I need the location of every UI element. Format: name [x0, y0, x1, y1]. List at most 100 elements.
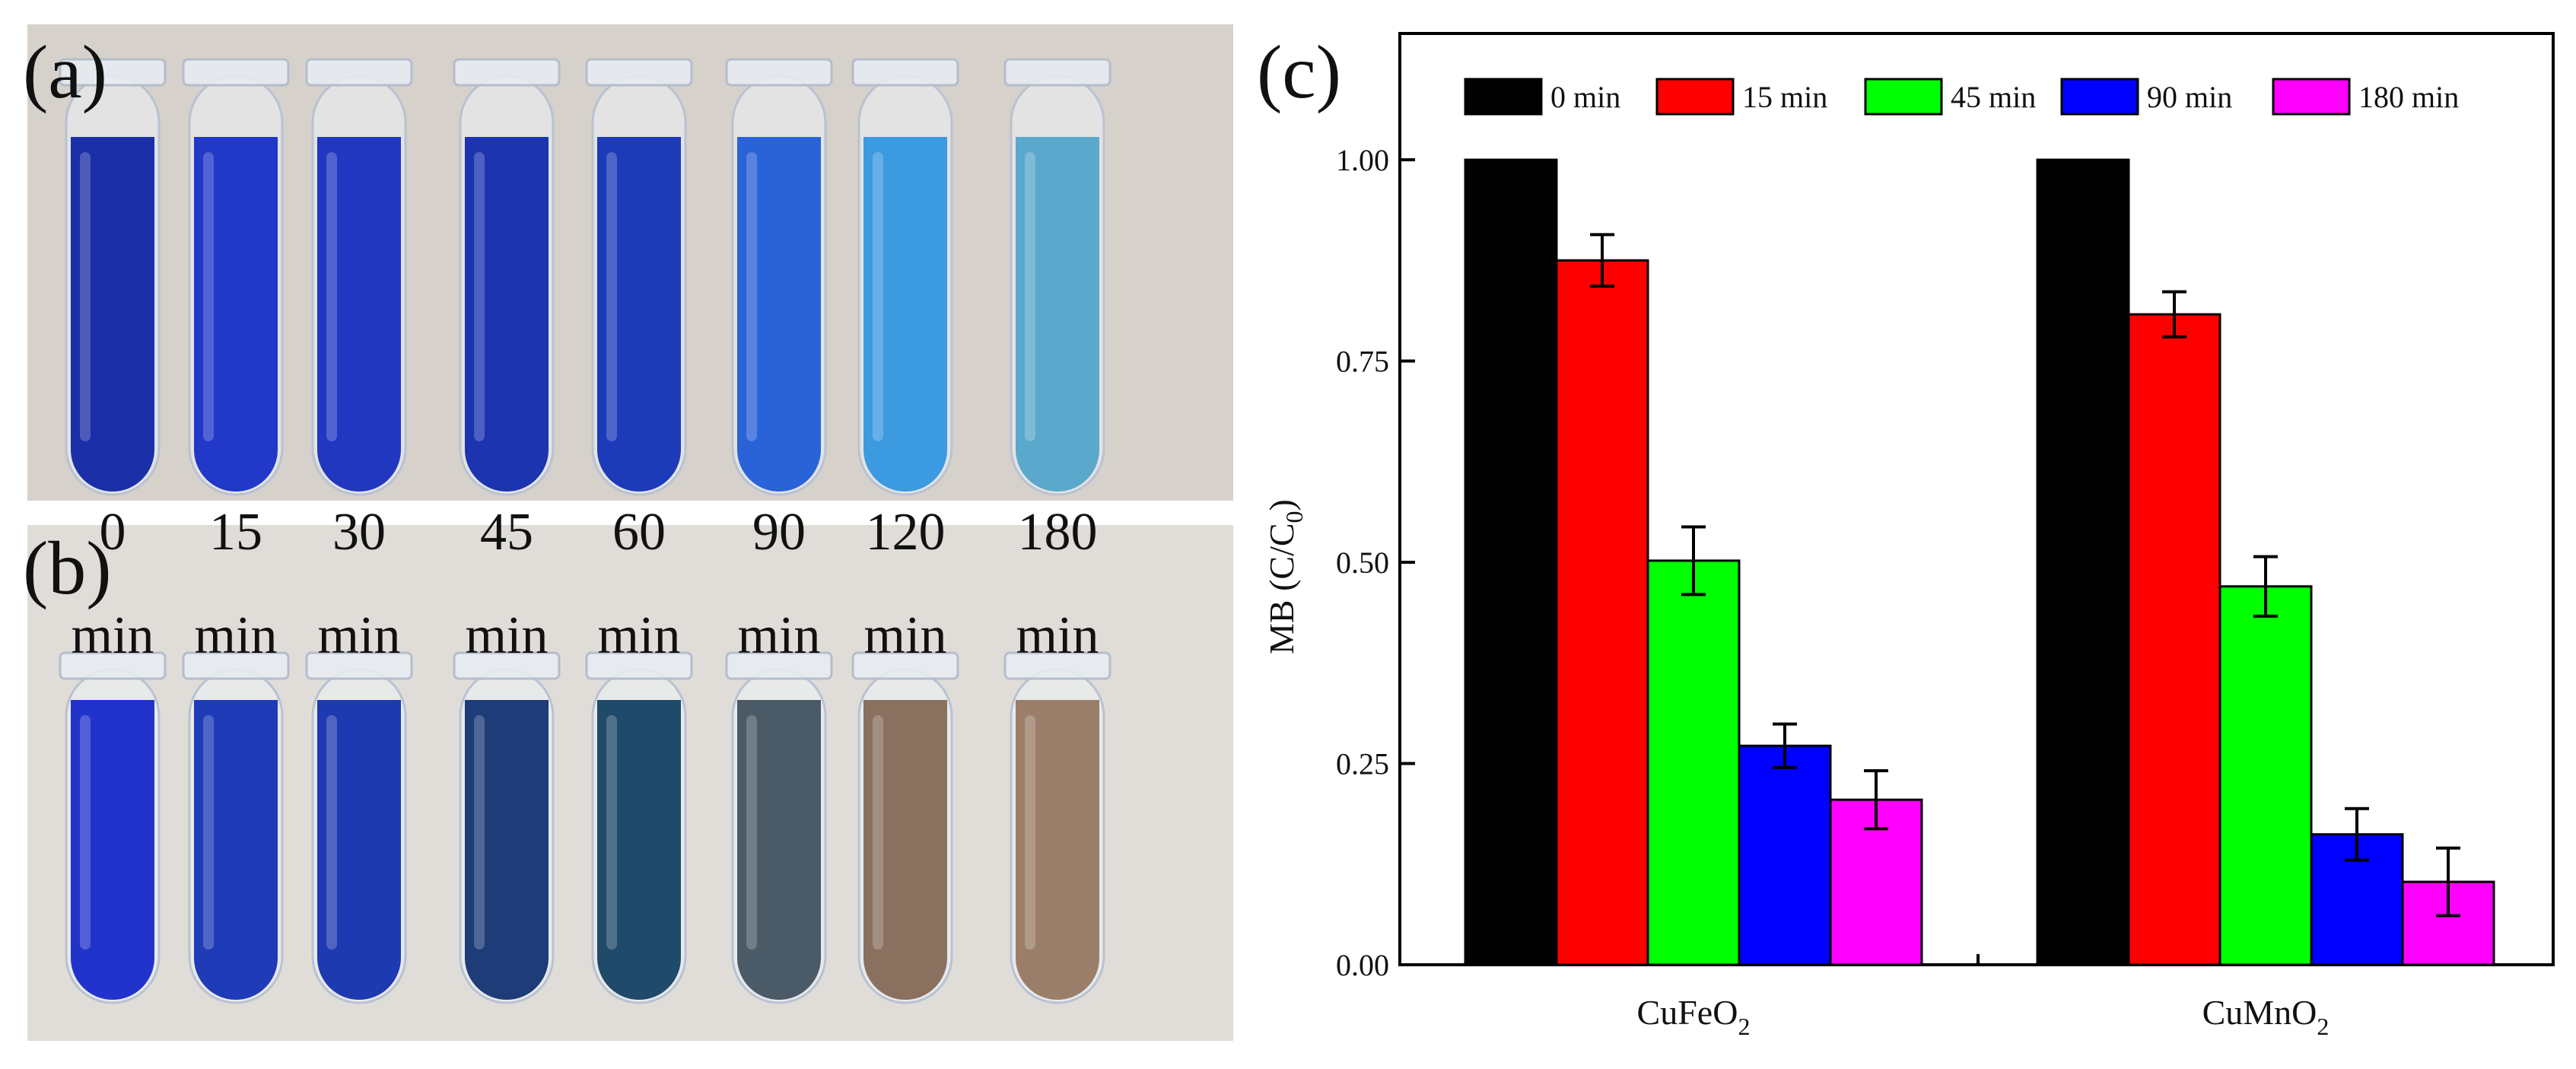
error-bar — [2162, 290, 2186, 339]
a-tube-highlight — [474, 152, 485, 441]
b-tube-liquid-top — [1016, 700, 1099, 746]
bar-15-min-CuFeO — [1555, 259, 1649, 966]
y-axis-title: MB (C/C0) — [1262, 499, 1308, 654]
a-tube-4 — [453, 58, 561, 496]
a-tube-highlight — [873, 152, 883, 441]
photo-panel-a: (a) — [23, 24, 1233, 501]
b-tube-liquid-top — [194, 700, 278, 746]
error-bar — [2345, 807, 2369, 862]
photo-panel-b: (b) — [23, 525, 1233, 1041]
b-tube-cap — [453, 651, 561, 680]
time-unit-label: min — [598, 606, 681, 665]
legend-swatch — [1464, 78, 1543, 116]
b-tube-8 — [1003, 651, 1111, 1004]
b-tube-4 — [453, 651, 561, 1004]
b-tube-liquid-top — [597, 700, 681, 746]
a-tube-highlight — [1025, 152, 1035, 441]
bar-0-min-CuMnO — [2036, 158, 2130, 966]
bar-0-min-CuFeO — [1464, 158, 1558, 966]
a-tube-cap — [305, 58, 413, 87]
time-number-label: 45 — [480, 503, 533, 562]
b-tube-cap — [1003, 651, 1111, 680]
a-tube-highlight — [80, 152, 91, 441]
time-number-label: 60 — [612, 503, 666, 562]
a-tube-cap — [1003, 58, 1111, 87]
legend-label: 90 min — [2147, 80, 2232, 114]
time-unit-label: min — [738, 606, 821, 665]
y-tick-label: 0.00 — [1336, 948, 1389, 982]
a-tube-highlight — [203, 152, 214, 441]
b-tube-liquid-top — [863, 700, 947, 746]
error-bar — [1864, 769, 1888, 831]
b-tube-liquid — [465, 700, 549, 1000]
a-tube-highlight — [746, 152, 757, 441]
b-tube-highlight — [80, 715, 91, 950]
a-tube-5 — [585, 58, 693, 496]
a-tube-liquid — [194, 137, 278, 492]
time-unit-label: min — [466, 606, 549, 665]
b-tube-highlight — [606, 715, 617, 950]
time-unit-label: min — [72, 606, 154, 665]
bar-45-min-CuFeO — [1646, 559, 1741, 966]
legend-swatch — [2272, 78, 2351, 116]
b-tube-liquid-top — [71, 700, 154, 746]
bar-15-min-CuMnO — [2127, 313, 2221, 966]
a-tube-liquid-top — [317, 137, 401, 183]
b-tube-6 — [725, 651, 833, 1004]
b-tube-cap — [182, 651, 290, 680]
y-tick-label: 0.50 — [1336, 546, 1389, 580]
b-tube-cap — [585, 651, 693, 680]
a-tube-6 — [725, 58, 833, 496]
legend-label: 15 min — [1742, 80, 1827, 114]
b-tube-1 — [59, 651, 167, 1004]
error-bar — [1590, 233, 1614, 288]
time-unit-label: min — [195, 606, 278, 665]
x-axis-categories: CuFeO2 CuMnO2 — [1637, 954, 2330, 1040]
time-number-label: 180 — [1018, 503, 1098, 562]
a-tube-7 — [851, 58, 959, 496]
time-unit-label: min — [1016, 606, 1099, 665]
y-tick-label: 0.75 — [1336, 345, 1389, 379]
b-tube-liquid-top — [317, 700, 401, 746]
legend-item-15-min: 15 min — [1655, 78, 1827, 116]
a-tube-8 — [1003, 58, 1111, 496]
b-tube-liquid — [317, 700, 401, 1000]
bar-90-min-CuFeO — [1738, 744, 1832, 966]
a-tube-cap — [585, 58, 693, 87]
b-tube-liquid — [597, 700, 681, 1000]
a-tube-liquid-top — [71, 137, 154, 183]
y-axis: 0.00 0.25 0.50 0.75 1.00 — [1336, 143, 1415, 982]
b-tube-liquid — [71, 700, 154, 1000]
b-tube-cap — [725, 651, 833, 680]
a-tube-cap — [182, 58, 290, 87]
b-tube-highlight — [474, 715, 485, 950]
a-tube-liquid — [71, 137, 154, 492]
x-category-label: CuFeO2 — [1637, 993, 1751, 1040]
a-tube-liquid-top — [863, 137, 947, 183]
b-tube-liquid-top — [737, 700, 821, 746]
legend: 0 min 15 min 45 min 90 min 180 min — [1464, 78, 2459, 116]
error-bar — [1773, 722, 1797, 769]
legend-item-180-min: 180 min — [2272, 78, 2459, 116]
a-tube-liquid — [863, 137, 947, 492]
time-number-label: 90 — [752, 503, 806, 562]
legend-label: 180 min — [2358, 80, 2459, 114]
error-bar — [1681, 525, 1706, 597]
time-unit-label: min — [864, 606, 947, 665]
time-unit-label: min — [318, 606, 401, 665]
b-tube-7 — [851, 651, 959, 1004]
bar-45-min-CuMnO — [2218, 585, 2313, 966]
b-tube-cap — [851, 651, 959, 680]
time-number-label: 30 — [332, 503, 386, 562]
b-tube-liquid — [1016, 700, 1099, 1000]
b-tube-2 — [182, 651, 290, 1004]
a-tube-liquid — [1016, 137, 1099, 492]
a-tube-liquid — [465, 137, 549, 492]
legend-label: 45 min — [1951, 80, 2036, 114]
legend-label: 0 min — [1550, 80, 1620, 114]
b-tube-highlight — [326, 715, 337, 950]
b-tube-highlight — [1025, 715, 1035, 950]
bars — [1464, 158, 2495, 966]
b-tube-highlight — [203, 715, 214, 950]
x-category-label: CuMnO2 — [2202, 993, 2330, 1040]
